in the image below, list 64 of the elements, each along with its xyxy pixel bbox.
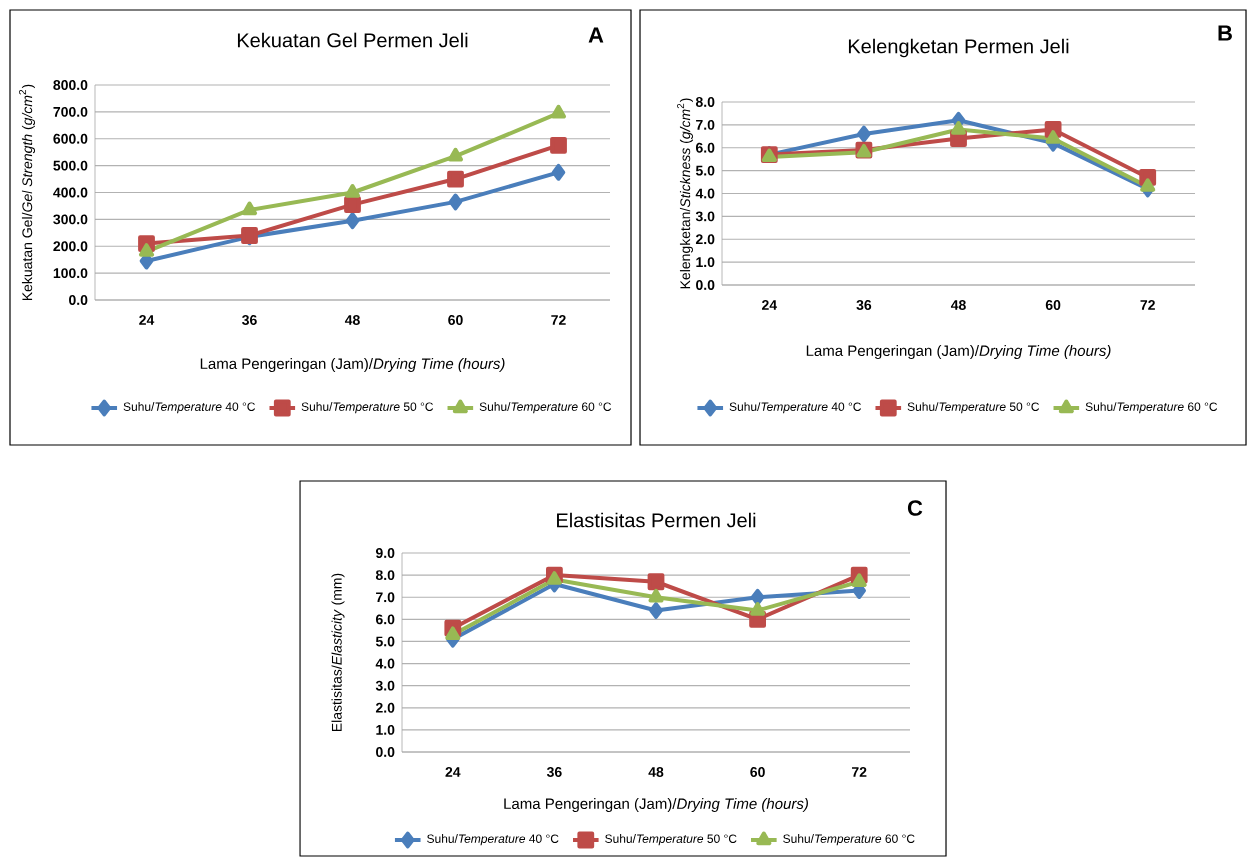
y-tick-label: 8.0 [695,97,715,107]
y-tick-label: 5.0 [375,636,395,647]
text: B [1218,25,1232,41]
y-tick-label: 600.0 [53,133,88,144]
y-axis-title: Kekuatan Gel/Gel Strength (g/cm$^{2}$) [19,84,35,301]
legend-label: Suhu/Temperature 50 °C [301,402,434,414]
chart-title: Kelengketan Permen Jeli [848,38,1069,58]
legend-label: Suhu/Temperature 40 °C [427,834,559,846]
chart-title: Elastisitas Permen Jeli [557,512,756,528]
legend-label: Suhu/Temperature 40 °C [729,402,862,414]
y-axis-title: Elastisitas/Elasticity (mm) [331,573,345,732]
y-tick-label: 0.0 [696,280,715,290]
x-tick-label: 72 [551,315,566,325]
y-tick-label: 0.0 [376,747,395,757]
y-tick-label: 6.0 [375,614,395,625]
x-axis-title: Lama Pengeringan (Jam)/Drying Time (hours) [200,358,505,372]
y-tick-label: 5.0 [695,165,715,176]
x-tick-label: 36 [242,315,257,325]
y-tick-label: 1.0 [696,257,715,268]
y-tick-label: 7.0 [696,119,715,130]
x-tick-label: 36 [546,767,562,777]
y-tick-label: 800.0 [53,80,88,90]
y-tick-label: 300.0 [53,214,88,225]
y-tick-label: 6.0 [695,142,715,153]
x-tick-label: 60 [750,767,765,777]
x-tick-label: 24 [445,767,461,777]
x-axis-title: Lama Pengeringan (Jam)/Drying Time (hours) [504,798,808,812]
legend-label: Suhu/Temperature 60 °C [783,834,915,846]
y-tick-label: 2.0 [695,234,715,245]
legend-label: Suhu/Temperature 50 °C [605,834,737,846]
y-tick-label: 500.0 [53,160,88,171]
x-tick-label: 60 [1045,300,1061,310]
x-axis-title: Lama Pengeringan (Jam)/Drying Time (hours) [806,345,1111,359]
y-tick-label: 3.0 [375,680,395,691]
legend-label: Suhu/Temperature 50 °C [907,402,1040,414]
x-tick-label: 24 [761,300,778,310]
x-tick-label: 36 [856,300,872,310]
x-tick-label: 48 [344,315,360,325]
x-tick-label: 48 [648,767,664,777]
legend-label: Suhu/Temperature 60 °C [479,402,612,414]
y-tick-label: 1.0 [376,724,395,735]
x-tick-label: 60 [448,315,463,325]
y-tick-label: 7.0 [376,592,395,603]
y-tick-label: 0.0 [69,295,88,305]
x-tick-label: 72 [852,767,867,777]
y-tick-label: 3.0 [695,211,715,222]
x-tick-label: 48 [950,300,966,310]
y-axis-title: Kelengketan/Stickness (g/cm$^{2}$) [677,98,693,289]
legend-label: Suhu/Temperature 60 °C [1085,402,1218,414]
text: A [588,27,604,43]
chart-title: Kekuatan Gel Permen Jeli [237,32,468,48]
y-tick-label: 200.0 [53,241,88,252]
y-tick-label: 700.0 [53,106,88,117]
legend-label: Suhu/Temperature 40 °C [123,402,256,414]
y-tick-label: 400.0 [53,187,88,198]
y-tick-label: 4.0 [375,658,395,669]
y-tick-label: 2.0 [375,702,395,713]
x-tick-label: 72 [1140,300,1155,310]
y-tick-label: 8.0 [375,570,395,581]
y-tick-label: 9.0 [375,548,395,558]
y-tick-label: 100.0 [53,268,88,279]
text: C [907,500,923,516]
x-tick-label: 24 [139,315,155,325]
y-tick-label: 4.0 [695,188,715,199]
